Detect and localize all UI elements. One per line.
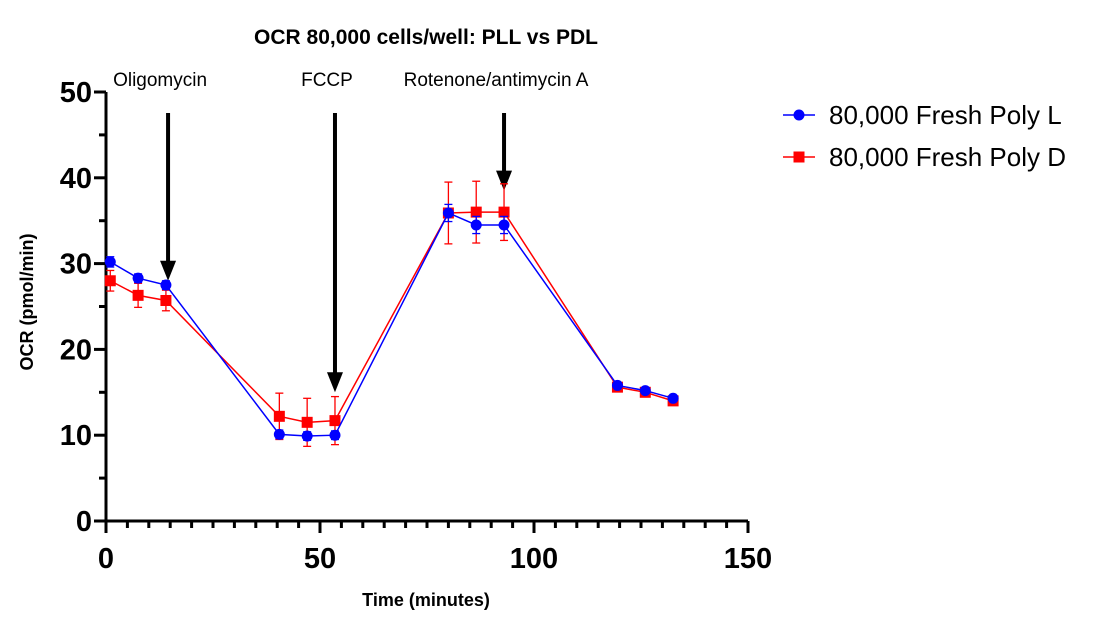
- data-point: [498, 219, 510, 231]
- legend-marker: [793, 109, 805, 121]
- data-point: [104, 256, 116, 268]
- data-point: [329, 429, 341, 441]
- annotation-label: Oligomycin: [113, 70, 207, 91]
- data-point: [132, 272, 144, 284]
- data-point: [498, 206, 510, 218]
- x-tick-label: 100: [510, 543, 558, 575]
- data-point: [667, 392, 679, 404]
- legend-label: 80,000 Fresh Poly D: [829, 142, 1066, 172]
- data-point: [470, 219, 482, 231]
- annotation-arrow-head: [496, 170, 513, 191]
- chart-title: OCR 80,000 cells/well: PLL vs PDL: [254, 26, 598, 49]
- y-tick-label: 20: [60, 334, 92, 366]
- data-point: [470, 206, 482, 218]
- y-tick-label: 40: [60, 163, 92, 195]
- annotation-label: Rotenone/antimycin A: [404, 70, 589, 91]
- y-tick-label: 30: [60, 249, 92, 281]
- data-point: [611, 379, 623, 391]
- injection-annotations: Oligomycin FCCP Rotenone/antimycin A: [113, 70, 589, 393]
- y-axis-title: OCR (pmol/min): [17, 234, 37, 371]
- axes: 0 10 20 30 40 50 0 50 100 150: [60, 77, 772, 575]
- legend: 80,000 Fresh Poly L 80,000 Fresh Poly D: [783, 100, 1066, 172]
- x-tick-label: 50: [304, 543, 336, 575]
- data-point: [329, 415, 341, 427]
- annotation-arrow-head: [160, 260, 177, 281]
- x-axis-title: Time (minutes): [362, 590, 490, 610]
- data-point: [301, 416, 313, 428]
- data-point: [132, 289, 144, 301]
- annotation-arrow-head: [326, 372, 343, 393]
- data-point: [160, 279, 172, 291]
- y-tick-label: 0: [76, 506, 92, 538]
- series-80-000-fresh-poly-d: [104, 180, 679, 448]
- x-tick-label: 150: [724, 543, 772, 575]
- series-80-000-fresh-poly-l: [104, 203, 679, 442]
- data-point: [273, 428, 285, 440]
- legend-label: 80,000 Fresh Poly L: [829, 100, 1062, 130]
- legend-marker: [793, 151, 805, 163]
- data-point: [442, 207, 454, 219]
- data-point: [301, 430, 313, 442]
- data-point: [639, 385, 651, 397]
- data-point: [104, 275, 116, 287]
- y-tick-label: 50: [60, 77, 92, 109]
- annotation-label: FCCP: [301, 70, 353, 91]
- series-line: [109, 212, 674, 437]
- data-point: [160, 294, 172, 306]
- data-point: [273, 410, 285, 422]
- x-tick-label: 0: [98, 543, 114, 575]
- y-tick-label: 10: [60, 420, 92, 452]
- series-layer: [104, 180, 679, 448]
- series-line: [109, 211, 674, 424]
